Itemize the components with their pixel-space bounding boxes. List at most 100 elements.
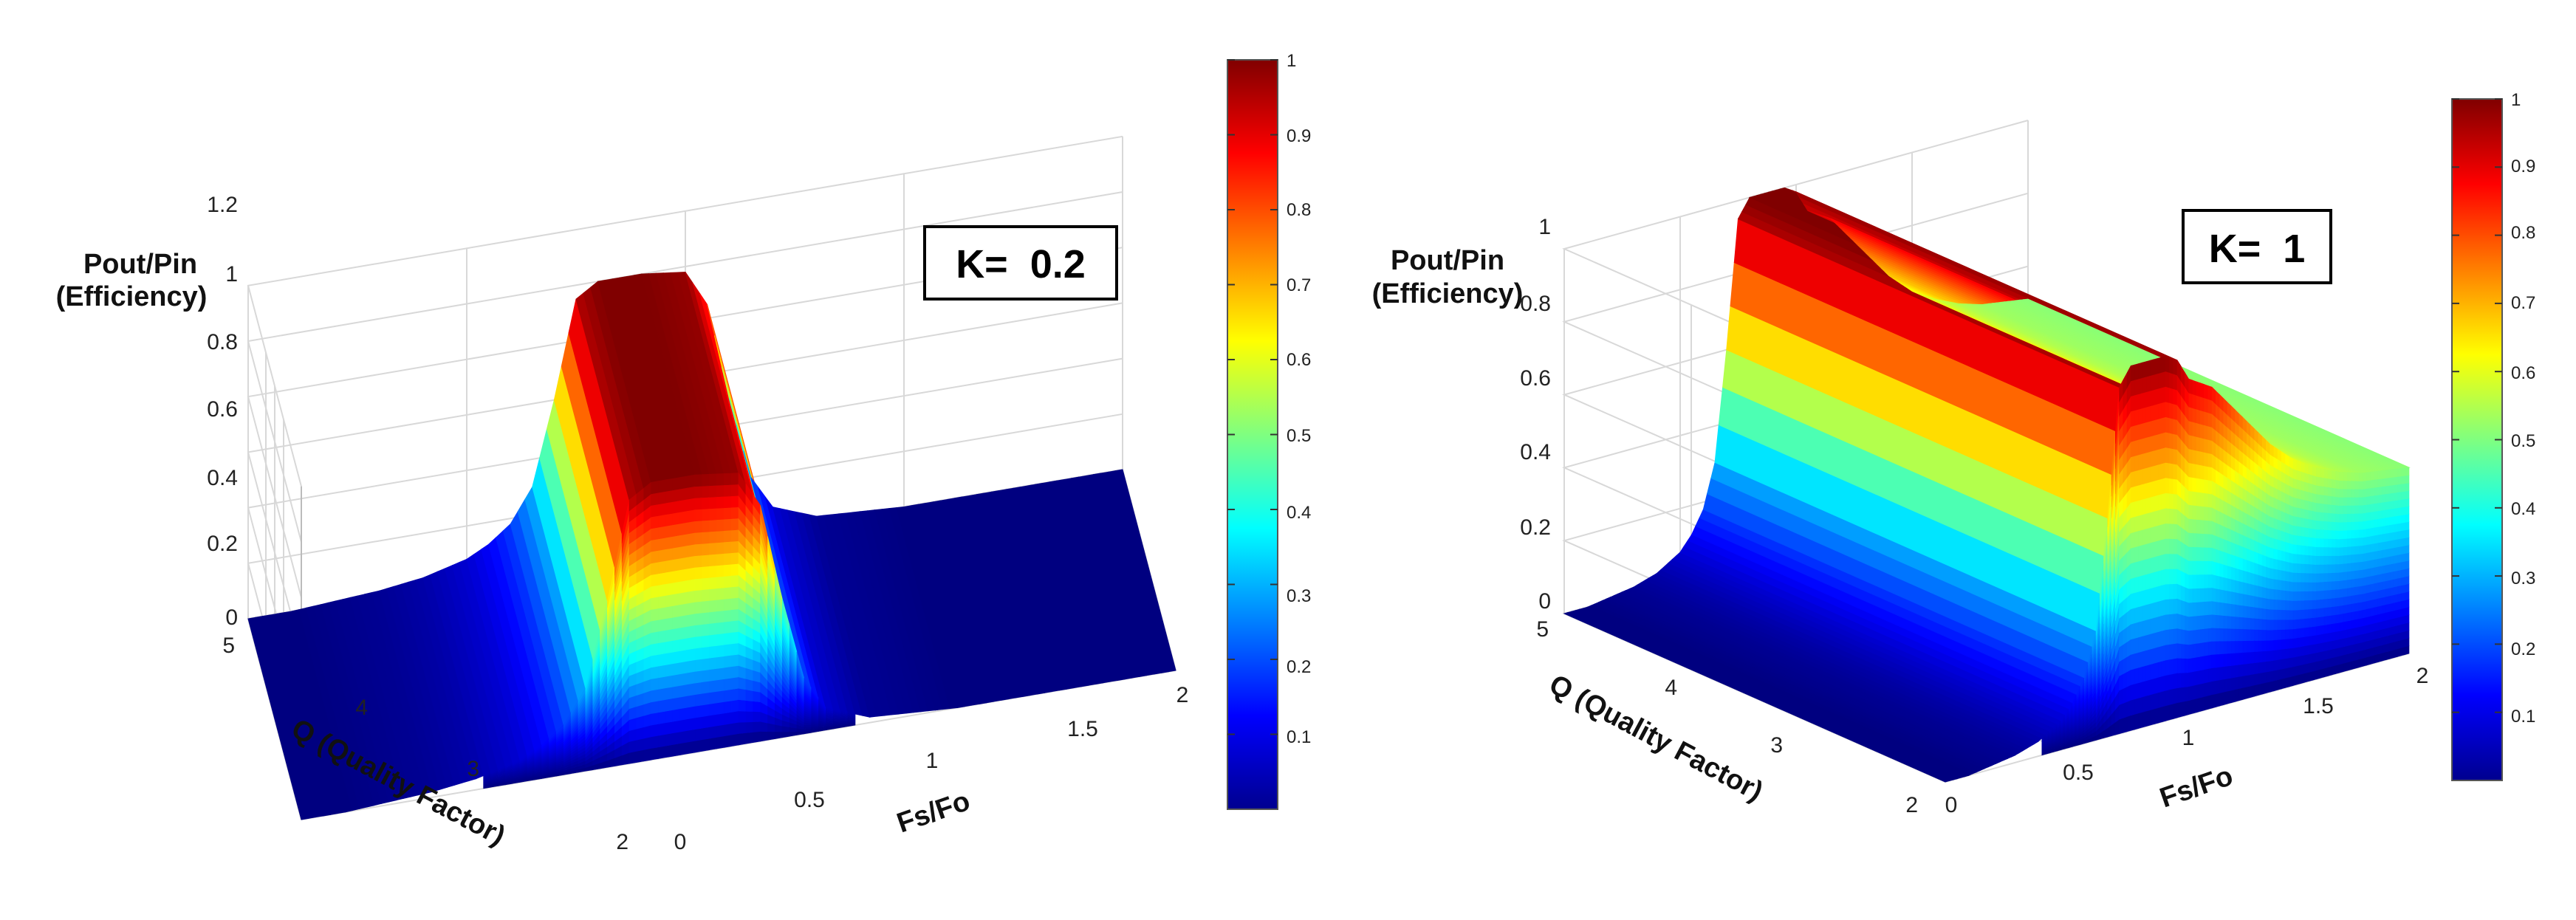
p2-front-face-119-16 bbox=[2405, 521, 2410, 531]
p2-front-face-76-5 bbox=[2238, 628, 2244, 642]
p2-front-face-56-23 bbox=[2161, 356, 2166, 373]
p2-front-face-67-23 bbox=[2204, 384, 2209, 400]
p1-front-face-51-19 bbox=[672, 523, 681, 537]
p1-front-face-57-16 bbox=[716, 553, 724, 566]
p1-xlabel: Fs/Fo bbox=[893, 786, 973, 840]
p1-front-face-61-1 bbox=[745, 721, 754, 733]
p2-front-face-73-6 bbox=[2227, 615, 2232, 629]
p2-front-face-76-14 bbox=[2238, 521, 2244, 535]
p2-front-face-93-5 bbox=[2304, 627, 2309, 637]
p2-front-face-63-12 bbox=[2188, 532, 2193, 547]
p2-front-face-95-17 bbox=[2312, 519, 2317, 530]
p2-front-face-64-21 bbox=[2192, 408, 2197, 424]
p2-front-face-53-2 bbox=[2150, 678, 2154, 696]
p2-front-face-103-12 bbox=[2343, 563, 2348, 572]
p2-front-face-67-5 bbox=[2204, 628, 2209, 643]
p2-front-face-52-10 bbox=[2145, 557, 2151, 575]
p2-front-face-111-1 bbox=[2374, 645, 2379, 656]
p2-front-face-74-14 bbox=[2231, 517, 2236, 532]
p2-front-face-68-5 bbox=[2207, 627, 2213, 642]
p2-front-face-102-9 bbox=[2339, 588, 2344, 598]
p2-front-face-50-2 bbox=[2138, 681, 2143, 698]
p2-front-face-53-5 bbox=[2150, 632, 2154, 650]
p2-front-face-56-4 bbox=[2161, 645, 2166, 662]
p1-front-face-55-17 bbox=[702, 543, 710, 556]
p2-front-face-61-5 bbox=[2180, 628, 2185, 645]
p2-front-face-71-2 bbox=[2219, 666, 2224, 681]
p2-front-face-87-0 bbox=[2281, 677, 2286, 690]
p2-front-face-78-7 bbox=[2246, 605, 2251, 619]
p1-front-face-57-15 bbox=[716, 564, 724, 577]
p1-front-face-51-16 bbox=[672, 557, 681, 571]
p1-front-face-56-19 bbox=[709, 519, 717, 532]
p2-front-face-80-9 bbox=[2254, 584, 2259, 597]
p2-front-face-65-18 bbox=[2196, 450, 2201, 466]
p2-front-face-56-1 bbox=[2161, 690, 2166, 707]
p2-front-face-48-3 bbox=[2130, 668, 2135, 685]
p1-front-face-69-2 bbox=[804, 727, 812, 730]
p2-front-face-64-22 bbox=[2192, 394, 2197, 410]
p2-front-face-107-21 bbox=[2358, 488, 2363, 498]
p2-front-face-113-20 bbox=[2382, 493, 2386, 503]
p2-front-face-112-16 bbox=[2377, 526, 2383, 535]
p2-front-face-58-12 bbox=[2169, 523, 2174, 540]
p2-front-face-81-6 bbox=[2258, 618, 2263, 631]
p1-front-face-57-18 bbox=[716, 530, 724, 543]
p2-front-face-75-14 bbox=[2235, 518, 2239, 534]
p2-front-face-92-8 bbox=[2301, 600, 2305, 611]
p2-front-face-97-17 bbox=[2320, 520, 2325, 530]
p2-front-face-88-2 bbox=[2285, 657, 2290, 669]
p2-front-face-114-17 bbox=[2385, 516, 2391, 526]
p2-front-face-49-3 bbox=[2134, 667, 2139, 684]
p2-front-face-92-1 bbox=[2301, 664, 2305, 675]
p2-front-face-87-12 bbox=[2281, 560, 2286, 571]
p2-front-face-78-10 bbox=[2246, 571, 2251, 585]
p1-front-face-56-23 bbox=[709, 473, 717, 487]
p2-front-face-63-9 bbox=[2188, 574, 2193, 589]
p2-front-face-55-13 bbox=[2157, 509, 2162, 526]
p2-front-face-103-6 bbox=[2343, 612, 2348, 622]
p2-front-face-101-22 bbox=[2335, 479, 2340, 490]
p2-front-face-68-6 bbox=[2207, 614, 2213, 629]
p1-front-face-49-7 bbox=[658, 665, 666, 679]
p2-front-face-73-14 bbox=[2227, 515, 2232, 530]
p2-front-face-47-1 bbox=[2126, 699, 2131, 718]
p2-front-face-110-5 bbox=[2370, 614, 2375, 625]
p2-front-face-95-3 bbox=[2312, 643, 2317, 654]
p1-front-face-58-10 bbox=[723, 620, 732, 634]
p2-front-face-68-1 bbox=[2207, 681, 2213, 696]
p2-front-face-118-22 bbox=[2401, 475, 2406, 484]
p2-front-face-108-8 bbox=[2362, 592, 2367, 603]
p2-front-face-68-15 bbox=[2207, 493, 2213, 508]
p2-front-face-73-13 bbox=[2227, 527, 2232, 543]
p2-front-face-87-11 bbox=[2281, 569, 2286, 581]
p2-front-face-59-11 bbox=[2173, 538, 2178, 555]
p2-front-face-49-0 bbox=[2134, 713, 2139, 730]
p2-front-face-94-16 bbox=[2308, 527, 2313, 538]
p2-front-face-101-5 bbox=[2335, 622, 2340, 632]
p2-front-face-110-15 bbox=[2370, 535, 2375, 545]
p2-front-face-69-11 bbox=[2211, 547, 2216, 563]
p2-front-face-85-8 bbox=[2273, 599, 2278, 610]
p2-front-face-114-9 bbox=[2385, 580, 2391, 589]
p2-front-face-71-9 bbox=[2219, 576, 2224, 591]
p2-front-face-66-13 bbox=[2200, 519, 2205, 535]
p1-front-face-57-17 bbox=[716, 541, 724, 555]
p2-front-face-71-5 bbox=[2219, 628, 2224, 642]
p2-front-face-64-23 bbox=[2192, 380, 2197, 396]
p2-front-face-118-14 bbox=[2401, 538, 2406, 547]
p2-front-face-51-19 bbox=[2142, 422, 2147, 439]
p2-front-face-97-23 bbox=[2320, 467, 2325, 478]
p1-front-face-75-23 bbox=[847, 712, 856, 715]
p2-front-face-55-14 bbox=[2157, 493, 2162, 511]
p2-front-face-117-0 bbox=[2397, 647, 2402, 657]
p2-front-face-73-7 bbox=[2227, 603, 2232, 617]
p2-front-face-52-6 bbox=[2145, 618, 2151, 636]
p1-front-face-58-0 bbox=[723, 734, 732, 748]
p2-front-face-50-15 bbox=[2138, 484, 2143, 501]
p2-front-face-57-14 bbox=[2165, 492, 2170, 509]
p2-front-face-93-4 bbox=[2304, 636, 2309, 647]
p2-front-face-76-0 bbox=[2238, 687, 2244, 701]
p2-front-face-104-12 bbox=[2347, 562, 2351, 572]
p1-front-face-54-1 bbox=[694, 727, 703, 741]
